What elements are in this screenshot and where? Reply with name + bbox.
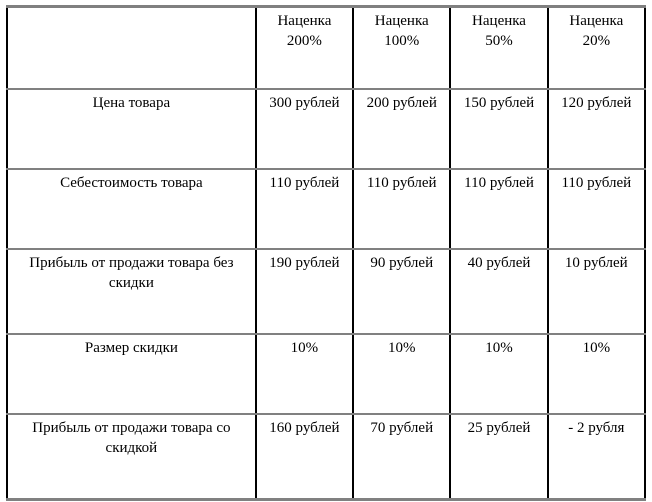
header-value: 50% <box>485 33 513 49</box>
row-label: Размер скидки <box>6 333 257 415</box>
table-row-cost: Себестоимость товара 110 рублей 110 рубл… <box>6 168 647 250</box>
row-label: Прибыль от продажи товара без скидки <box>6 248 257 335</box>
table-cell: 160 рублей <box>254 413 355 501</box>
corner-cell <box>6 5 257 90</box>
table-cell: 120 рублей <box>546 88 647 170</box>
table-cell: 10 рублей <box>546 248 647 335</box>
table-cell: - 2 рубля <box>546 413 647 501</box>
table-cell: 90 рублей <box>352 248 452 335</box>
column-header-markup-100: Наценка 100% <box>352 5 452 90</box>
table-row-price: Цена товара 300 рублей 200 рублей 150 ру… <box>6 88 647 170</box>
table-cell: 110 рублей <box>254 168 355 250</box>
table-row-discount-size: Размер скидки 10% 10% 10% 10% <box>6 333 647 415</box>
header-title: Наценка <box>472 13 526 29</box>
header-title: Наценка <box>374 13 429 29</box>
table-cell: 10% <box>449 333 549 415</box>
table-cell: 150 рублей <box>449 88 549 170</box>
column-header-markup-50: Наценка 50% <box>449 5 549 90</box>
header-title: Наценка <box>569 13 624 29</box>
table-cell: 190 рублей <box>254 248 355 335</box>
markup-pricing-table: Наценка 200% Наценка 100% Наценка 50% На… <box>6 5 647 501</box>
header-title: Наценка <box>277 13 332 29</box>
row-label: Себестоимость товара <box>6 168 257 250</box>
row-label: Цена товара <box>6 88 257 170</box>
table-cell: 10% <box>352 333 452 415</box>
table-cell: 70 рублей <box>352 413 452 501</box>
table-row-profit-no-discount: Прибыль от продажи товара без скидки 190… <box>6 248 647 335</box>
table-row-profit-with-discount: Прибыль от продажи товара со скидкой 160… <box>6 413 647 501</box>
table-cell: 200 рублей <box>352 88 452 170</box>
row-label: Прибыль от продажи товара со скидкой <box>6 413 257 501</box>
table-cell: 40 рублей <box>449 248 549 335</box>
header-value: 100% <box>384 33 420 49</box>
table-cell: 10% <box>546 333 647 415</box>
header-value: 200% <box>286 33 322 49</box>
table-cell: 25 рублей <box>449 413 549 501</box>
column-header-markup-20: Наценка 20% <box>546 5 647 90</box>
table-cell: 10% <box>254 333 355 415</box>
table-cell: 110 рублей <box>449 168 549 250</box>
header-row: Наценка 200% Наценка 100% Наценка 50% На… <box>6 5 647 90</box>
column-header-markup-200: Наценка 200% <box>254 5 355 90</box>
table-cell: 110 рублей <box>546 168 647 250</box>
table-cell: 300 рублей <box>254 88 355 170</box>
table-cell: 110 рублей <box>352 168 452 250</box>
header-value: 20% <box>582 33 611 49</box>
